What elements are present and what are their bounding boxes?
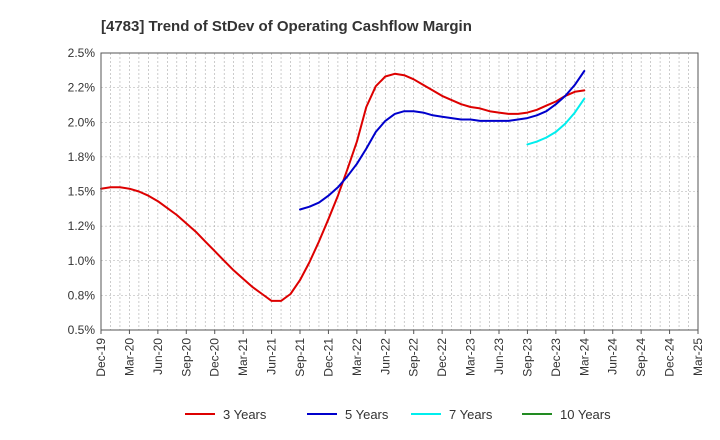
x-tick-label: Mar-24 [577,338,591,376]
y-tick-label: 2.5% [68,46,96,60]
series-line-5-years [299,70,586,211]
grid [101,53,698,330]
y-tick-label: 2.0% [68,115,96,129]
x-tick-label: Jun-23 [492,338,506,375]
y-tick-label: 1.8% [68,150,96,164]
y-tick-label: 1.0% [68,254,96,268]
y-tick-label: 0.5% [68,323,96,337]
series-lines [100,70,586,302]
x-tick-label: Dec-23 [549,338,563,377]
y-tick-label: 1.2% [68,219,96,233]
x-tick-label: Sep-24 [634,338,648,377]
x-tick-label: Jun-20 [151,338,165,375]
x-tick-label: Dec-22 [435,338,449,377]
y-tick-label: 0.8% [68,288,96,302]
y-tick-label: 1.5% [68,185,96,199]
x-axis: Dec-19 Mar-20 Jun-20 Sep-20 Dec-20 Mar-21 Jun-… [94,330,705,377]
y-axis: 0.5% 0.8% 1.0% 1.2% 1.5% 1.8% 2.0% 2.2% 2.5% [68,46,96,337]
x-tick-label: Mar-23 [464,338,478,376]
x-tick-label: Mar-20 [122,338,136,376]
x-tick-label: Dec-20 [208,338,222,377]
legend-label: 5 Years [345,407,389,422]
x-tick-label: Dec-24 [663,338,677,377]
legend-label: 10 Years [560,407,611,422]
plot-border [100,52,699,331]
x-tick-label: Mar-21 [236,338,250,376]
x-tick-label: Sep-23 [520,338,534,377]
x-tick-label: Dec-19 [94,338,108,377]
legend-label: 7 Years [449,407,493,422]
x-tick-label: Sep-21 [293,338,307,377]
x-tick-label: Dec-21 [321,338,335,377]
x-tick-label: Sep-22 [407,338,421,377]
legend-label: 3 Years [223,407,267,422]
x-tick-label: Jun-22 [378,338,392,375]
chart-title: [4783] Trend of StDev of Operating Cashf… [101,18,472,35]
x-tick-label: Jun-24 [606,338,620,375]
x-tick-label: Sep-20 [179,338,193,377]
series-line-7-years [526,97,586,146]
legend: 3 Years 5 Years 7 Years 10 Years [185,407,611,422]
x-tick-label: Jun-21 [265,338,279,375]
y-tick-label: 2.2% [68,81,96,95]
x-tick-label: Mar-25 [691,338,705,376]
x-tick-label: Mar-22 [350,338,364,376]
